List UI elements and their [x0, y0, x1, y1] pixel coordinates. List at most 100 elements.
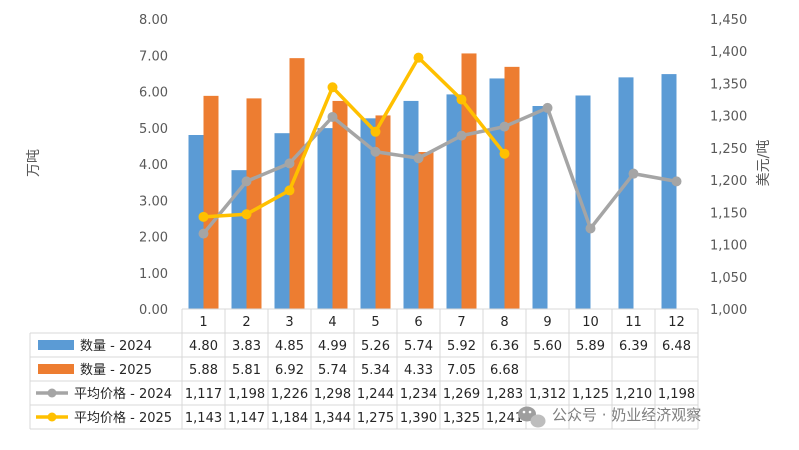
data-label: 1,147: [228, 411, 265, 426]
data-label: 1,143: [185, 411, 222, 426]
data-label: 1,390: [400, 411, 437, 426]
bar: [231, 170, 247, 309]
line-point: [499, 148, 510, 159]
bar: [504, 66, 520, 309]
bar: [489, 78, 505, 309]
line-point: [456, 130, 467, 141]
series-line: [203, 55, 506, 219]
data-label: 4.99: [318, 339, 347, 354]
line-point: [327, 111, 338, 122]
bar: [246, 98, 262, 309]
right-tick-label: 1,350: [710, 77, 747, 92]
data-label: 6.68: [490, 363, 519, 378]
line-point: [198, 228, 209, 239]
bar: [532, 106, 548, 309]
category-label: 2: [242, 315, 250, 330]
data-label: 1,117: [185, 387, 222, 402]
data-label: 1,198: [228, 387, 265, 402]
right-tick-label: 1,150: [710, 206, 747, 221]
wechat-icon: [518, 406, 546, 428]
bar: [188, 135, 204, 309]
category-label: 8: [500, 315, 508, 330]
data-label: 1,125: [572, 387, 609, 402]
data-label: 6.92: [275, 363, 304, 378]
data-label: 1,312: [529, 387, 566, 402]
bar: [661, 74, 677, 309]
bar: [446, 94, 462, 310]
watermark-text: 公众号 · 奶业经济观察: [552, 406, 701, 424]
left-tick-label: 6.00: [139, 86, 168, 101]
line-point: [585, 223, 596, 234]
right-tick-label: 1,050: [710, 271, 747, 286]
data-label: 1,234: [400, 387, 437, 402]
legend-key-bar: [38, 340, 74, 350]
category-label: 11: [625, 315, 642, 330]
bar: [618, 77, 634, 309]
bar: [317, 128, 333, 309]
data-label: 1,244: [357, 387, 394, 402]
right-tick-label: 1,300: [710, 110, 747, 125]
left-tick-label: 0.00: [139, 303, 168, 318]
data-label: 1,210: [615, 387, 652, 402]
data-label: 5.92: [447, 339, 476, 354]
line-point: [284, 158, 295, 169]
category-label: 10: [582, 315, 599, 330]
data-label: 1,298: [314, 387, 351, 402]
line-point: [327, 82, 338, 93]
data-label: 5.74: [318, 363, 347, 378]
data-label: 1,344: [314, 411, 351, 426]
bar: [461, 53, 477, 309]
category-label: 6: [414, 315, 422, 330]
legend-key-marker: [47, 412, 57, 422]
line-point: [241, 209, 252, 220]
category-label: 4: [328, 315, 336, 330]
data-label: 7.05: [447, 363, 476, 378]
right-tick-label: 1,100: [710, 239, 747, 254]
left-tick-label: 4.00: [139, 158, 168, 173]
data-label: 5.88: [189, 363, 218, 378]
legend-entry: 平均价格 - 2024: [74, 386, 172, 402]
line-point: [241, 176, 252, 187]
data-label: 6.39: [619, 339, 648, 354]
data-label: 5.60: [533, 339, 562, 354]
left-tick-label: 1.00: [139, 267, 168, 282]
data-label: 1,184: [271, 411, 308, 426]
line-point: [456, 94, 467, 105]
category-label: 9: [543, 315, 551, 330]
data-label: 6.36: [490, 339, 519, 354]
left-tick-label: 5.00: [139, 122, 168, 137]
data-label: 1,226: [271, 387, 308, 402]
data-label: 1,241: [486, 411, 523, 426]
line-point: [370, 146, 381, 157]
right-tick-label: 1,450: [710, 13, 747, 28]
bar: [274, 133, 290, 309]
data-label: 5.81: [232, 363, 261, 378]
right-tick-label: 1,000: [710, 303, 747, 318]
line-point: [542, 102, 553, 113]
data-label: 4.80: [189, 339, 218, 354]
right-tick-label: 1,200: [710, 174, 747, 189]
category-label: 5: [371, 315, 379, 330]
bar: [289, 58, 305, 310]
data-label: 4.33: [404, 363, 433, 378]
right-tick-label: 1,400: [710, 45, 747, 60]
line-point: [370, 126, 381, 137]
data-label: 1,325: [443, 411, 480, 426]
legend-entry: 平均价格 - 2025: [74, 410, 172, 426]
data-label: 6.48: [662, 339, 691, 354]
left-tick-label: 7.00: [139, 49, 168, 64]
line-point: [499, 121, 510, 132]
data-label: 1,283: [486, 387, 523, 402]
category-label: 7: [457, 315, 465, 330]
bar: [418, 152, 434, 309]
bar: [375, 115, 391, 309]
right-tick-label: 1,250: [710, 142, 747, 157]
line-point: [198, 211, 209, 222]
line-point: [284, 185, 295, 196]
right-axis-label: 美元/吨: [756, 140, 772, 187]
bar: [403, 100, 419, 309]
data-label: 1,269: [443, 387, 480, 402]
lines-layer: [198, 52, 682, 239]
